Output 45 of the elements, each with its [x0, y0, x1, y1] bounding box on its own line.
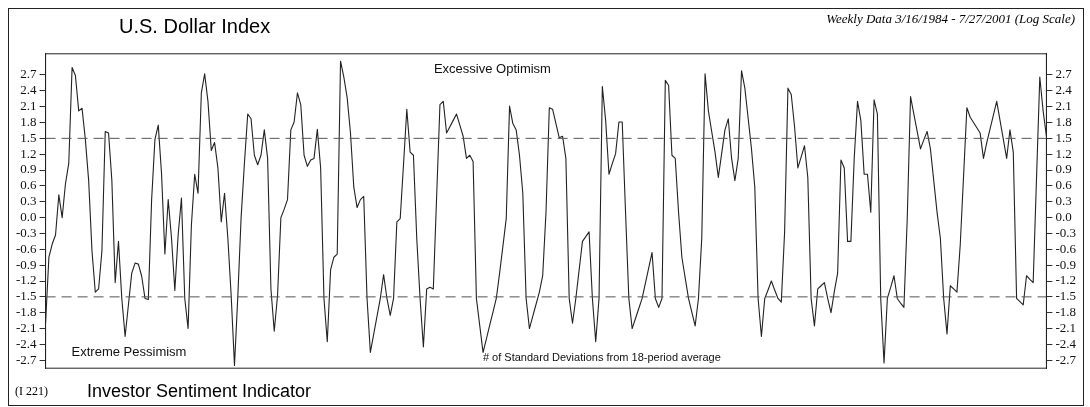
- y2-tick-label: 0.0: [1055, 209, 1072, 225]
- annotation: Extreme Pessimism: [71, 343, 187, 359]
- y2-tick-label: 1.2: [1055, 145, 1072, 161]
- y-tick-label: -2.7: [15, 351, 38, 367]
- y2-tick-label: -1.8: [1055, 304, 1077, 320]
- text: Investor Sentiment Indicator: [87, 381, 312, 402]
- y-tick-label: 2.7: [20, 66, 38, 82]
- y2-tick-label: -0.9: [1055, 256, 1077, 272]
- y-tick-label: -0.3: [15, 224, 37, 240]
- y-tick-label: 1.8: [20, 113, 37, 129]
- y-tick-label: 0.3: [20, 193, 37, 209]
- y2-tick-label: -1.2: [1055, 272, 1077, 288]
- annotation: # of Standard Deviations from 18-period average: [482, 351, 721, 364]
- chart-title: U.S. Dollar Index: [119, 15, 271, 38]
- y2-tick-label: -2.4: [1055, 335, 1077, 351]
- y-tick-label: 1.5: [20, 129, 37, 145]
- y2-tick-label: 1.8: [1055, 113, 1072, 129]
- y-tick-label: -1.5: [15, 288, 37, 304]
- y-tick-label: -0.6: [15, 240, 38, 256]
- y-tick-label: 2.4: [20, 82, 38, 98]
- y2-tick-label: -1.5: [1055, 288, 1077, 304]
- y-tick-label: 2.1: [20, 98, 37, 114]
- chart-subtitle: Weekly Data 3/16/1984 - 7/27/2001 (Log Scale): [826, 11, 1075, 27]
- annotation: Excessive Optimism: [433, 61, 551, 77]
- y-tick-label: -1.8: [15, 304, 37, 320]
- y2-tick-label: -0.6: [1055, 240, 1077, 256]
- y2-tick-label: -2.1: [1055, 319, 1077, 335]
- y-tick-label: -0.9: [15, 256, 37, 272]
- y2-tick-label: 0.6: [1055, 177, 1073, 193]
- y2-tick-label: 2.1: [1055, 98, 1072, 114]
- y-tick-label: 0.0: [20, 209, 37, 225]
- y2-tick-label: -2.7: [1055, 351, 1077, 367]
- y2-tick-label: 0.9: [1055, 161, 1072, 177]
- y-tick-label: 0.6: [20, 177, 38, 193]
- y2-tick-label: 2.4: [1055, 82, 1073, 98]
- y-tick-label: -2.4: [15, 335, 38, 351]
- y2-tick-label: 2.7: [1055, 66, 1073, 82]
- y2-tick-label: 1.5: [1055, 129, 1072, 145]
- text: (I 221): [15, 384, 48, 399]
- y-tick-label: 0.9: [20, 161, 37, 177]
- y2-tick-label: 0.3: [1055, 193, 1072, 209]
- y2-tick-label: -0.3: [1055, 224, 1077, 240]
- y-tick-label: 1.2: [20, 145, 37, 161]
- y-tick-label: -2.1: [15, 319, 37, 335]
- y-tick-label: -1.2: [15, 272, 37, 288]
